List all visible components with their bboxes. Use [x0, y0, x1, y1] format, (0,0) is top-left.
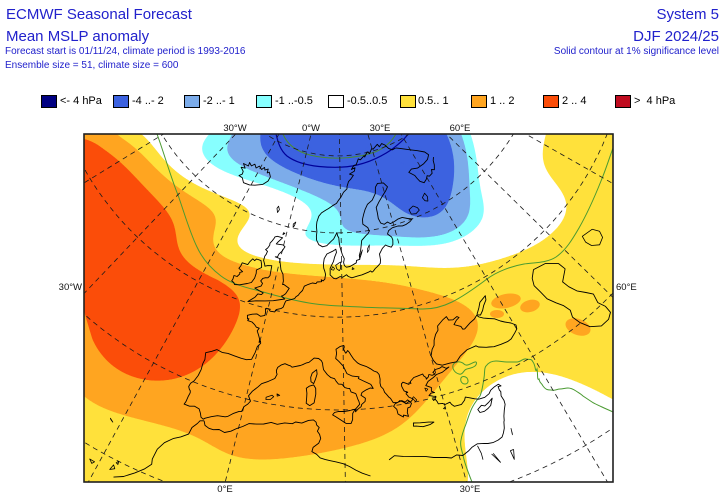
- svg-text:0°W: 0°W: [302, 123, 320, 134]
- svg-text:30°W: 30°W: [223, 123, 246, 134]
- svg-text:60°E: 60°E: [616, 282, 637, 293]
- svg-text:0°E: 0°E: [217, 484, 232, 495]
- svg-text:30°E: 30°E: [460, 484, 481, 495]
- svg-text:30°E: 30°E: [370, 123, 391, 134]
- svg-text:30°W: 30°W: [59, 282, 82, 293]
- svg-text:60°E: 60°E: [450, 123, 471, 134]
